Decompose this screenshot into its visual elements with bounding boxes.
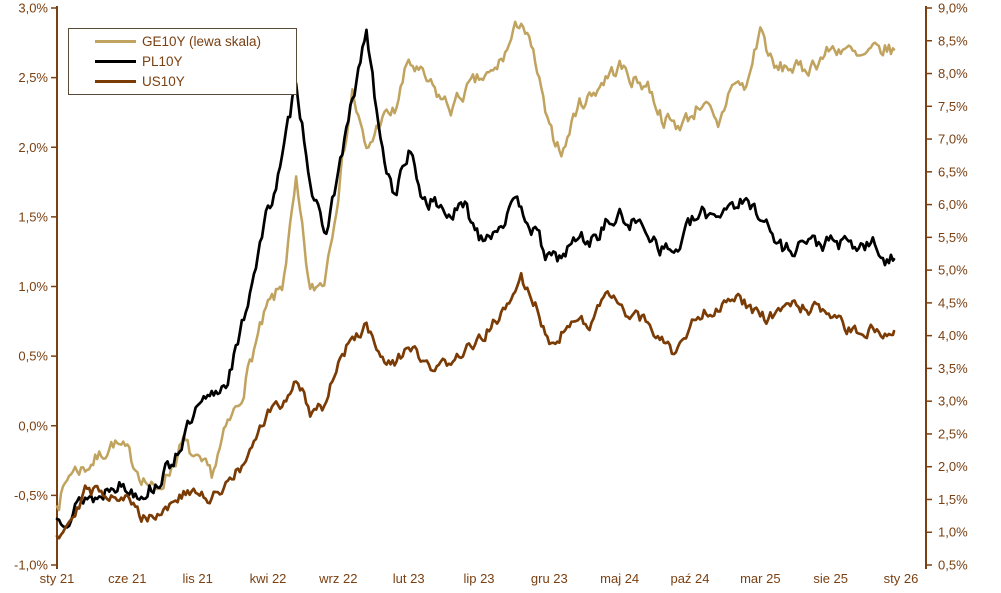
right-axis-tick-label: 6,0% — [938, 197, 968, 212]
right-axis-tick-label: 3,5% — [938, 361, 968, 376]
series-line-pl10y — [55, 28, 896, 529]
legend: GE10Y (lewa skala) PL10Y US10Y — [68, 28, 297, 95]
right-axis-tick-label: 5,5% — [938, 230, 968, 245]
x-axis-tick-label: sty 21 — [40, 571, 75, 586]
ge10y-line-swatch — [95, 40, 136, 44]
legend-entry-us10y: US10Y — [95, 72, 296, 90]
legend-label-pl10y: PL10Y — [142, 54, 183, 69]
right-axis-tick-label: 0,5% — [938, 558, 968, 573]
left-axis-tick-label: 2,5% — [18, 70, 48, 85]
left-axis-tick-label: 1,5% — [18, 209, 48, 224]
left-axis-tick-label: -0,5% — [14, 488, 48, 503]
right-axis-tick-label: 8,0% — [938, 66, 968, 81]
right-axis-tick-label: 4,5% — [938, 295, 968, 310]
x-axis-tick-label: lip 23 — [463, 571, 494, 586]
left-axis-tick-label: 0,5% — [18, 349, 48, 364]
x-axis-tick-label: sie 25 — [813, 571, 848, 586]
right-axis-tick-label: 2,5% — [938, 426, 968, 441]
us10y-line-swatch — [95, 79, 136, 83]
left-axis-tick-label: 0,0% — [18, 418, 48, 433]
right-axis-tick-label: 7,5% — [938, 99, 968, 114]
x-axis-tick-label: mar 25 — [740, 571, 780, 586]
right-axis-tick-label: 9,0% — [938, 1, 968, 16]
pl10y-line-swatch — [95, 60, 136, 63]
right-axis-tick-label: 1,5% — [938, 492, 968, 507]
series-line-us10y — [55, 271, 896, 540]
series-line-ge10y — [55, 20, 896, 512]
right-axis-tick-label: 8,5% — [938, 33, 968, 48]
right-axis-tick-label: 6,5% — [938, 164, 968, 179]
x-axis-tick-label: lut 23 — [393, 571, 425, 586]
x-axis-tick-label: cze 21 — [108, 571, 146, 586]
left-axis-tick-label: 1,0% — [18, 279, 48, 294]
x-axis-tick-label: paź 24 — [670, 571, 709, 586]
right-axis-tick-label: 5,0% — [938, 263, 968, 278]
left-axis-tick-label: 2,0% — [18, 140, 48, 155]
left-axis-tick-label: 3,0% — [18, 1, 48, 16]
x-axis-tick-label: kwi 22 — [250, 571, 287, 586]
legend-label-us10y: US10Y — [142, 73, 185, 89]
left-axis-tick-label: -1,0% — [14, 558, 48, 573]
x-axis-tick-label: maj 24 — [600, 571, 639, 586]
x-axis-tick-label: gru 23 — [531, 571, 568, 586]
x-axis-tick-label: lis 21 — [182, 571, 212, 586]
legend-label-ge10y: GE10Y (lewa skala) — [142, 34, 262, 50]
right-axis-tick-label: 3,0% — [938, 394, 968, 409]
right-axis-tick-label: 1,0% — [938, 525, 968, 540]
legend-entry-pl10y: PL10Y — [95, 53, 296, 71]
x-axis-tick-label: wrz 22 — [318, 571, 357, 586]
x-axis-tick-label: sty 26 — [884, 571, 919, 586]
right-axis-tick-label: 7,0% — [938, 132, 968, 147]
right-axis-tick-label: 2,0% — [938, 459, 968, 474]
right-axis-tick-label: 4,0% — [938, 328, 968, 343]
legend-entry-ge10y: GE10Y (lewa skala) — [95, 33, 296, 51]
